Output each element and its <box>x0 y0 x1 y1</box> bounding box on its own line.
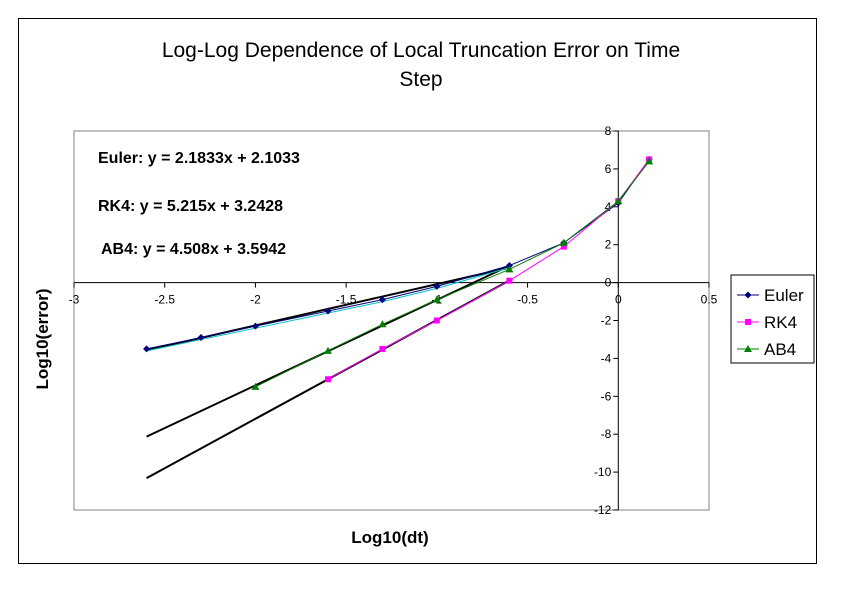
x-tick-label: 0 <box>615 293 622 307</box>
y-tick-label: -2 <box>601 314 612 328</box>
legend-box <box>730 274 815 364</box>
data-point-rk4 <box>379 345 386 352</box>
y-axis-title: Log10(error) <box>33 288 52 389</box>
data-point-rk4 <box>506 277 513 284</box>
chart-svg: Log-Log Dependence of Local Truncation E… <box>33 39 815 547</box>
x-tick-label: 0.5 <box>701 293 718 307</box>
data-point-rk4 <box>433 317 440 324</box>
y-tick-label: 8 <box>605 124 612 138</box>
data-point-euler <box>378 296 386 304</box>
x-tick-label: -3 <box>69 293 80 307</box>
y-tick-label: 2 <box>605 238 612 252</box>
data-point-ab4 <box>559 238 568 246</box>
plot-layer: -3-2.5-2-1.5-1-0.500.586420-2-4-6-8-10-1… <box>69 124 718 517</box>
y-tick-label: -6 <box>601 389 612 403</box>
y-tick-label: 6 <box>605 162 612 176</box>
data-point-euler <box>197 334 205 342</box>
data-point-euler <box>143 345 151 353</box>
data-point-ab4 <box>614 197 623 205</box>
data-point-euler <box>324 307 332 315</box>
data-point-rk4 <box>325 376 331 383</box>
data-point-ab4 <box>324 346 332 354</box>
legend-marker-rk4 <box>745 319 751 325</box>
legend-label-euler: Euler <box>764 286 804 305</box>
plot-border <box>73 130 710 511</box>
x-tick-label: -0.5 <box>517 293 538 307</box>
data-point-ab4 <box>378 320 387 328</box>
data-point-ab4 <box>432 295 441 303</box>
y-tick-label: -4 <box>601 351 612 365</box>
y-tick-label: -12 <box>594 503 612 517</box>
y-tick-label: -8 <box>601 427 612 441</box>
series-line-rk4 <box>327 159 650 380</box>
x-tick-label: -2.5 <box>154 293 175 307</box>
x-tick-label: -2 <box>250 293 261 307</box>
data-point-euler <box>433 282 441 290</box>
legend-label-ab4: AB4 <box>764 340 796 359</box>
trendline-equation: AB4: y = 4.508x + 3.5942 <box>101 241 286 258</box>
trendline-equation: RK4: y = 5.215x + 3.2428 <box>98 198 283 215</box>
legend-label-rk4: RK4 <box>764 313 797 332</box>
data-point-ab4 <box>505 265 514 273</box>
x-axis-title: Log10(dt) <box>351 528 428 547</box>
y-tick-label: -10 <box>594 465 612 479</box>
trendline-equation: Euler: y = 2.1833x + 2.1033 <box>98 150 300 167</box>
data-point-rk4 <box>560 243 567 250</box>
data-point-ab4 <box>251 382 260 390</box>
series-line-euler <box>146 159 650 350</box>
legend: Euler RK4 AB4 <box>730 274 815 364</box>
data-point-ab4 <box>645 157 654 165</box>
chart-title-line-2: Step <box>399 68 442 91</box>
chart-title-line-1: Log-Log Dependence of Local Truncation E… <box>162 39 680 62</box>
data-point-euler <box>251 322 259 330</box>
series-line-ab4 <box>255 161 650 388</box>
y-tick-label: 4 <box>605 200 612 214</box>
y-tick-label: 0 <box>605 276 612 290</box>
legend-marker-euler <box>744 291 752 299</box>
legend-marker-ab4 <box>744 345 752 352</box>
chart-area: Log-Log Dependence of Local Truncation E… <box>18 18 817 564</box>
